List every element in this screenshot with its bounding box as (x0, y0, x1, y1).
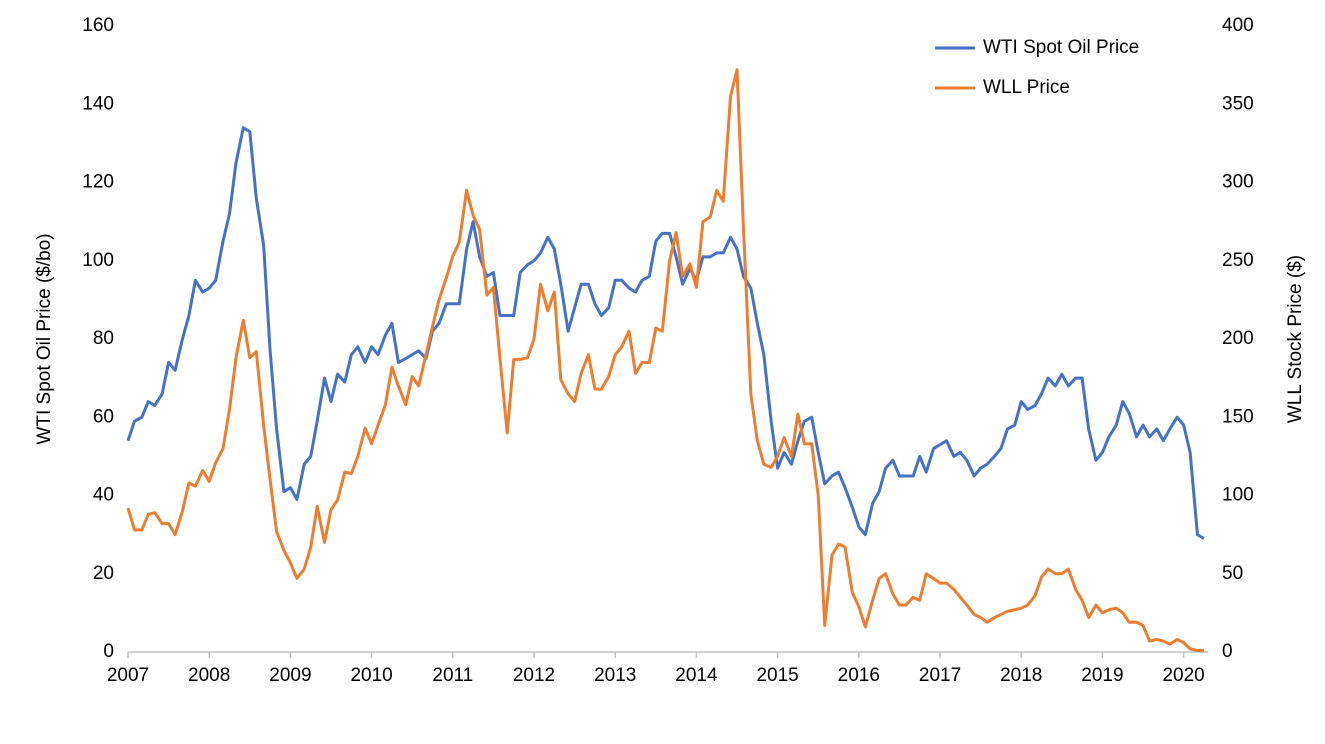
x-tick-label: 2018 (1000, 665, 1042, 686)
x-tick-label: 2016 (838, 665, 880, 686)
y-tick-label: 120 (82, 172, 114, 193)
y-tick-label: 60 (93, 406, 114, 427)
y-tick-label: 80 (93, 328, 114, 349)
x-tick-label: 2013 (594, 665, 636, 686)
x-tick-label: 2009 (269, 665, 311, 686)
x-tick-label: 2019 (1081, 665, 1123, 686)
y-tick-label: 140 (82, 93, 114, 114)
legend-label: WLL Price (983, 77, 1070, 98)
y2-tick-label: 400 (1222, 15, 1254, 36)
y2-tick-label: 50 (1222, 563, 1243, 584)
y2-tick-label: 300 (1222, 172, 1254, 193)
legend-label: WTI Spot Oil Price (983, 37, 1139, 58)
y-tick-label: 160 (82, 15, 114, 36)
y2-tick-label: 150 (1222, 406, 1254, 427)
x-tick-label: 2008 (188, 665, 230, 686)
x-tick-label: 2017 (919, 665, 961, 686)
y2-tick-label: 350 (1222, 93, 1254, 114)
x-tick-label: 2010 (350, 665, 392, 686)
x-tick-label: 2011 (432, 665, 473, 686)
y-axis-label: WTI Spot Oil Price ($/bo) (34, 233, 55, 444)
y-tick-label: 0 (103, 641, 114, 662)
y2-axis-label: WLL Stock Price ($) (1285, 255, 1306, 423)
series-line (126, 126, 1205, 540)
x-tick-label: 2012 (513, 665, 555, 686)
x-tick-label: 2014 (675, 665, 718, 686)
y2-tick-label: 250 (1222, 250, 1254, 271)
x-tick-label: 2015 (756, 665, 798, 686)
y2-tick-label: 200 (1222, 328, 1254, 349)
y2-tick-label: 0 (1222, 641, 1233, 662)
x-tick-label: 2007 (107, 665, 149, 686)
y-tick-label: 100 (82, 250, 114, 271)
x-tick-label: 2020 (1162, 665, 1204, 686)
y-tick-label: 40 (93, 485, 114, 506)
y-tick-label: 20 (93, 563, 114, 584)
y2-tick-label: 100 (1222, 485, 1254, 506)
series-line (126, 68, 1204, 652)
